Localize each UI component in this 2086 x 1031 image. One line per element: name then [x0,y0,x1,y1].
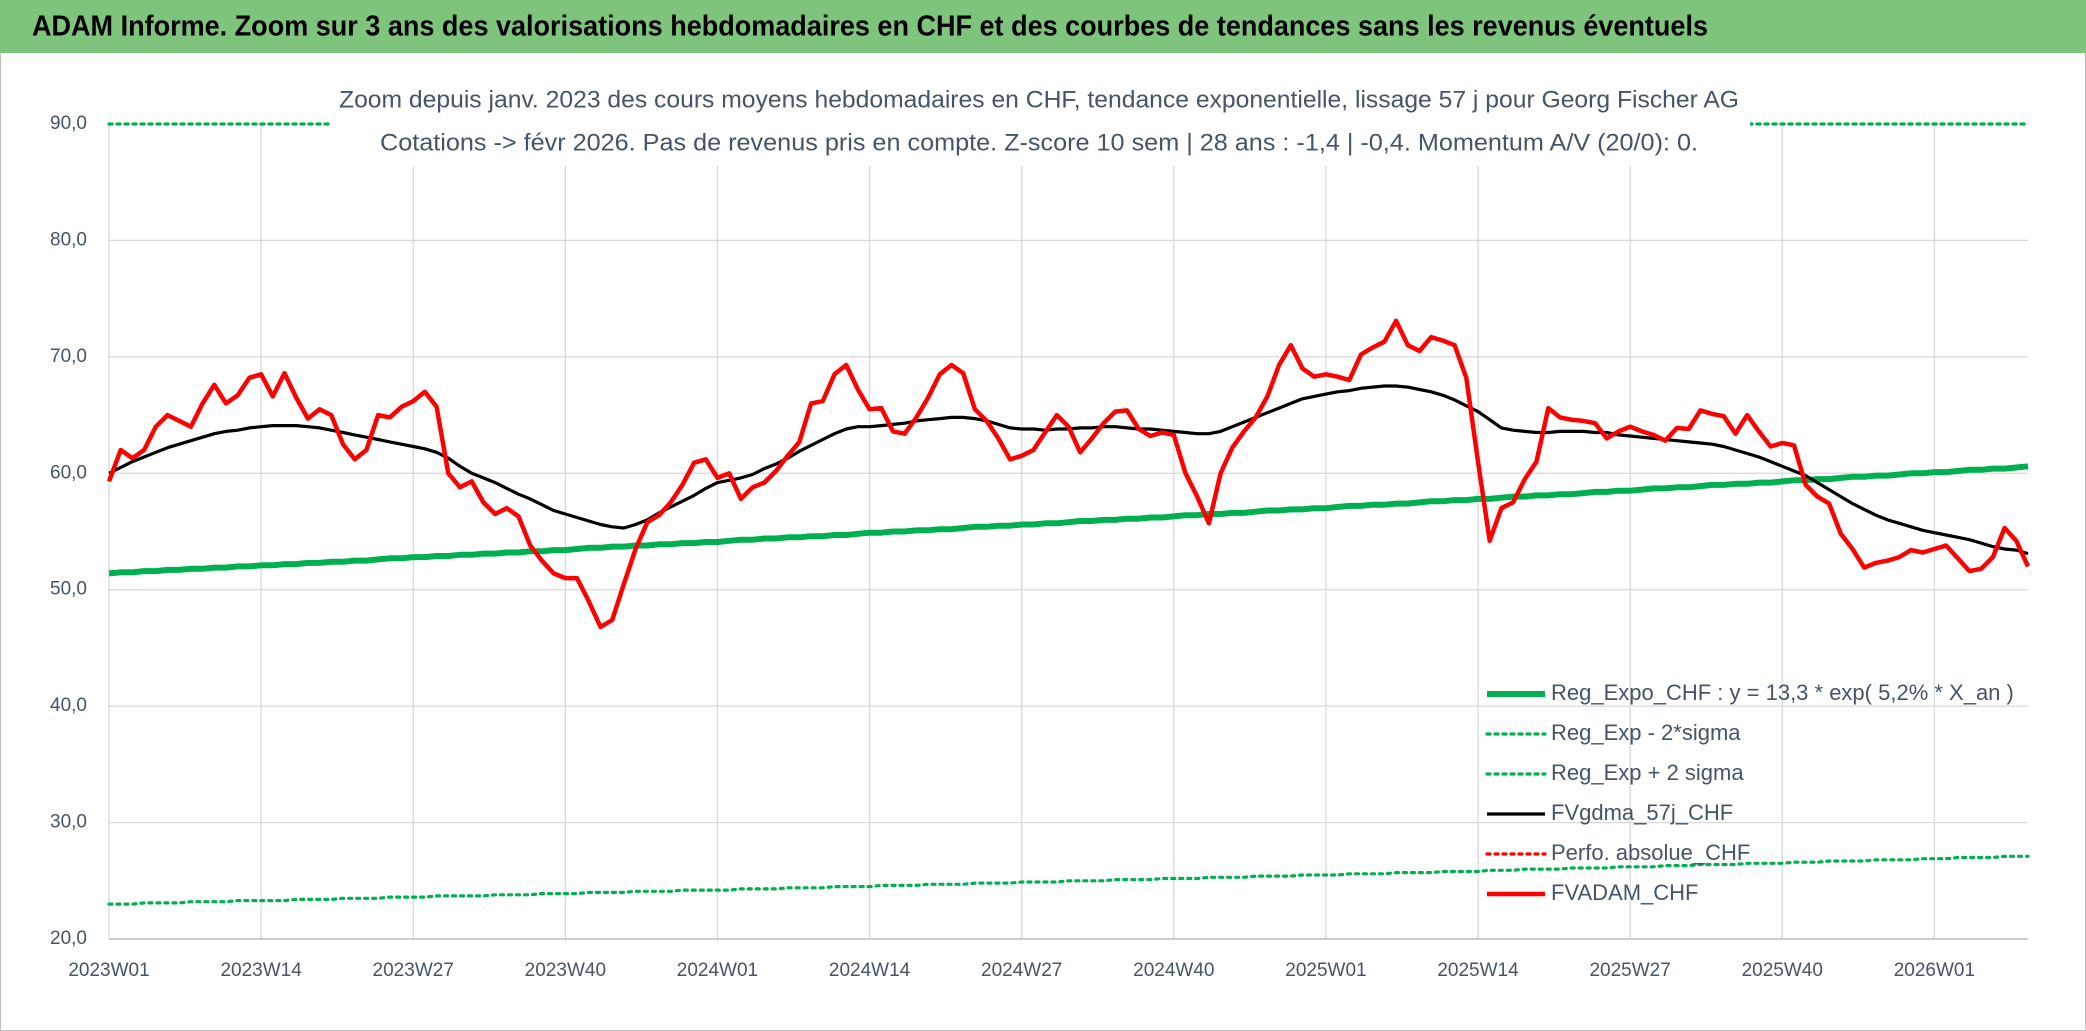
x-tick-label: 2023W14 [220,960,302,981]
y-tick-label: 90,0 [50,113,87,134]
x-tick-label: 2024W40 [1133,960,1214,981]
y-tick-label: 20,0 [50,928,87,949]
legend-label: Reg_Exp + 2 sigma [1551,760,1744,785]
header-band [0,0,2086,53]
x-tick-label: 2025W27 [1589,960,1670,981]
x-tick-label: 2023W40 [525,960,606,981]
y-tick-label: 30,0 [50,812,87,833]
x-tick-label: 2026W01 [1894,960,1975,981]
legend: Reg_Expo_CHF : y = 13,3 * exp( 5,2% * X_… [1485,680,2014,905]
grid: 20,0 30,0 40,0 50,0 60,0 70,0 80,0 90,0 2023W01 2… [50,113,2028,981]
header-title: ADAM Informe. Zoom sur 3 ans des valoris… [32,11,1708,43]
x-tick-label: 2025W40 [1742,960,1823,981]
x-tick-label: 2023W01 [68,960,149,981]
x-tick-label: 2025W01 [1285,960,1366,981]
y-tick-label: 70,0 [50,346,87,367]
chart-subtitle: Cotations -> févr 2026. Pas de revenus p… [380,129,1698,156]
series-line [107,854,2030,906]
y-tick-label: 60,0 [50,462,87,483]
x-tick-label: 2023W27 [373,960,454,981]
legend-label: FVgdma_57j_CHF [1551,800,1733,825]
legend-label: Perfo. absolue_CHF [1551,840,1750,865]
x-tick-label: 2024W01 [677,960,758,981]
x-tick-label: 2025W14 [1437,960,1519,981]
subtitle-box: Zoom depuis janv. 2023 des cours moyens … [330,78,1750,166]
legend-label: Reg_Expo_CHF : y = 13,3 * exp( 5,2% * X_… [1551,680,2014,705]
y-tick-label: 50,0 [50,579,87,600]
y-tick-label: 80,0 [50,229,87,250]
x-tick-label: 2024W27 [981,960,1062,981]
legend-label: FVADAM_CHF [1551,880,1699,905]
x-tick-label: 2024W14 [829,960,911,981]
legend-label: Reg_Exp - 2*sigma [1551,720,1741,745]
chart-title: Zoom depuis janv. 2023 des cours moyens … [339,86,1739,113]
title-background [330,78,1750,166]
series-line [108,463,2029,577]
series-line [106,318,2031,630]
y-tick-label: 40,0 [50,695,87,716]
